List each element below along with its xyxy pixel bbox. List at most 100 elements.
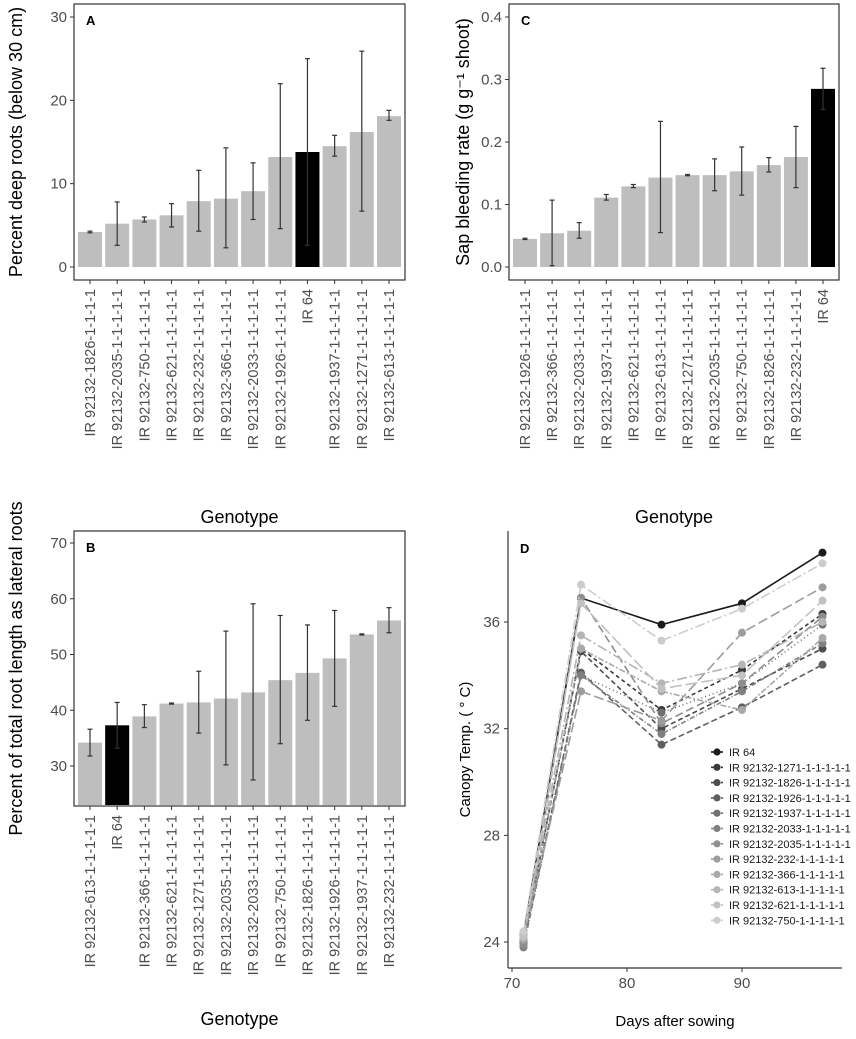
bar (349, 634, 374, 805)
y-tick-label: 60 (50, 591, 67, 608)
data-point (519, 927, 528, 936)
y-tick-label: 24 (483, 934, 500, 951)
legend-entry: IR 92132-750-1-1-1-1-1 (729, 915, 845, 927)
y-tick-label: 0.3 (481, 72, 502, 89)
x-tick-label: IR 92132-366-1-1-1-1-1 (137, 815, 153, 967)
x-tick-label: IR 92132-613-1-1-1-1-1 (653, 289, 669, 441)
data-point (738, 679, 746, 688)
x-tick-label: IR 92132-621-1-1-1-1-1 (626, 289, 642, 441)
legend-marker (713, 809, 721, 817)
x-tick-label: IR 64 (110, 815, 126, 850)
x-tick-label: IR 92132-1937-1-1-1-1-1 (328, 289, 344, 449)
x-tick-label: 80 (619, 975, 636, 992)
data-point (577, 671, 585, 680)
x-tick-label: IR 92132-1826-1-1-1-1-1 (300, 815, 316, 975)
data-point (577, 580, 585, 589)
x-tick-label: IR 92132-1926-1-1-1-1-1 (328, 815, 344, 975)
bar (322, 146, 347, 267)
bar (756, 165, 781, 267)
y-tick-label: 0.2 (481, 134, 502, 151)
x-axis-label: Genotype (200, 1009, 278, 1029)
bar (377, 116, 401, 268)
data-point (738, 660, 746, 669)
data-point (818, 618, 827, 626)
panel-label: C (521, 13, 531, 28)
x-tick-label: IR 92132-1826-1-1-1-1-1 (762, 289, 778, 449)
y-tick-label: 0.0 (481, 259, 502, 276)
x-axis-label: Days after sowing (615, 1013, 734, 1030)
panel-label: B (86, 540, 95, 555)
y-axis-label: Percent of total root length as lateral … (6, 501, 26, 835)
y-axis-label: Sap bleeding rate (g g⁻¹ shoot) (453, 18, 473, 266)
data-point (657, 636, 666, 645)
panel-b: 30 40 50 60 70 IR 92132-613-1-1-1-1-1 IR 64 IR … (6, 501, 406, 1029)
y-tick-label: 28 (483, 827, 500, 844)
bar (811, 88, 835, 267)
series-line (522, 562, 823, 932)
y-tick-label: 70 (50, 535, 67, 552)
panel-d: 24 28 32 36 70 80 90 IR 64 IR 92132-1271-1-1-1-1… (457, 531, 851, 1030)
panel-label: A (86, 13, 96, 28)
y-tick-label: 10 (50, 176, 67, 193)
series-line (522, 647, 823, 940)
bar (594, 197, 619, 267)
y-tick-label: 36 (483, 614, 500, 631)
y-tick-label: 32 (483, 721, 500, 738)
y-tick-label: 0.4 (481, 9, 502, 26)
x-tick-label: IR 64 (300, 289, 316, 324)
data-point (657, 620, 666, 629)
legend-entry: IR 92132-2033-1-1-1-1-1 (729, 824, 851, 836)
x-tick-label: IR 92132-2033-1-1-1-1-1 (246, 289, 262, 449)
x-tick-label: IR 64 (816, 289, 832, 324)
data-point (738, 687, 746, 696)
x-tick-label: IR 92132-1271-1-1-1-1-1 (355, 289, 371, 449)
x-tick-label: IR 92132-232-1-1-1-1-1 (192, 289, 208, 441)
data-point (577, 687, 585, 696)
data-point (657, 740, 666, 749)
y-tick-label: 0.1 (481, 197, 502, 214)
series-line (522, 637, 824, 940)
x-tick-label: IR 92132-232-1-1-1-1-1 (382, 815, 398, 967)
y-tick-label: 50 (50, 647, 67, 664)
legend-marker (713, 870, 721, 879)
data-point (577, 599, 585, 608)
data-point (818, 583, 827, 592)
legend-marker (713, 886, 721, 894)
panel-label: D (520, 541, 529, 556)
x-tick-label: IR 92132-750-1-1-1-1-1 (273, 815, 289, 967)
legend-marker (713, 763, 721, 771)
legend-entry: IR 92132-366-1-1-1-1-1 (729, 869, 845, 881)
legend-entry: IR 92132-1271-1-1-1-1-1 (729, 762, 851, 774)
bar (513, 238, 537, 267)
bar (78, 232, 102, 267)
x-tick-label: IR 92132-232-1-1-1-1-1 (789, 289, 805, 441)
x-tick-label: IR 92132-621-1-1-1-1-1 (165, 289, 181, 441)
bar (159, 703, 184, 805)
bar (377, 620, 401, 805)
x-tick-label: IR 92132-1826-1-1-1-1 (83, 289, 99, 437)
data-point (657, 684, 666, 693)
data-point (738, 628, 746, 637)
legend-marker (713, 901, 721, 909)
y-tick-label: 0 (59, 259, 67, 276)
x-tick-label: IR 92132-750-1-1-1-1-1 (137, 289, 153, 441)
legend-entry: IR 92132-1826-1-1-1-1-1 (729, 778, 851, 790)
x-tick-label: 90 (734, 975, 751, 992)
legend-entry: IR 92132-613-1-1-1-1-1 (729, 885, 845, 897)
data-point (577, 631, 585, 640)
panel-a: 0 10 20 30 IR 92132-1826-1-1-1-1 IR 92132-203… (6, 3, 406, 527)
x-tick-label: IR 92132-366-1-1-1-1-1 (545, 289, 561, 441)
x-tick-label: IR 92132-2033-1-1-1-1-1 (572, 289, 588, 449)
data-point (818, 596, 827, 605)
legend-marker (713, 916, 721, 924)
x-axis-label: Genotype (635, 507, 713, 527)
x-tick-label: IR 92132-2035-1-1-1-1-1 (708, 289, 724, 449)
x-tick-label: IR 92132-366-1-1-1-1-1 (219, 289, 235, 441)
y-axis-label: Percent deep roots (below 30 cm) (6, 7, 26, 277)
legend-marker (713, 748, 721, 756)
legend-marker (713, 794, 721, 802)
x-axis-label: Genotype (200, 507, 278, 527)
x-tick-label: IR 92132-621-1-1-1-1-1 (165, 815, 181, 967)
data-point (738, 706, 746, 715)
legend-entry: IR 92132-1926-1-1-1-1-1 (729, 793, 851, 805)
